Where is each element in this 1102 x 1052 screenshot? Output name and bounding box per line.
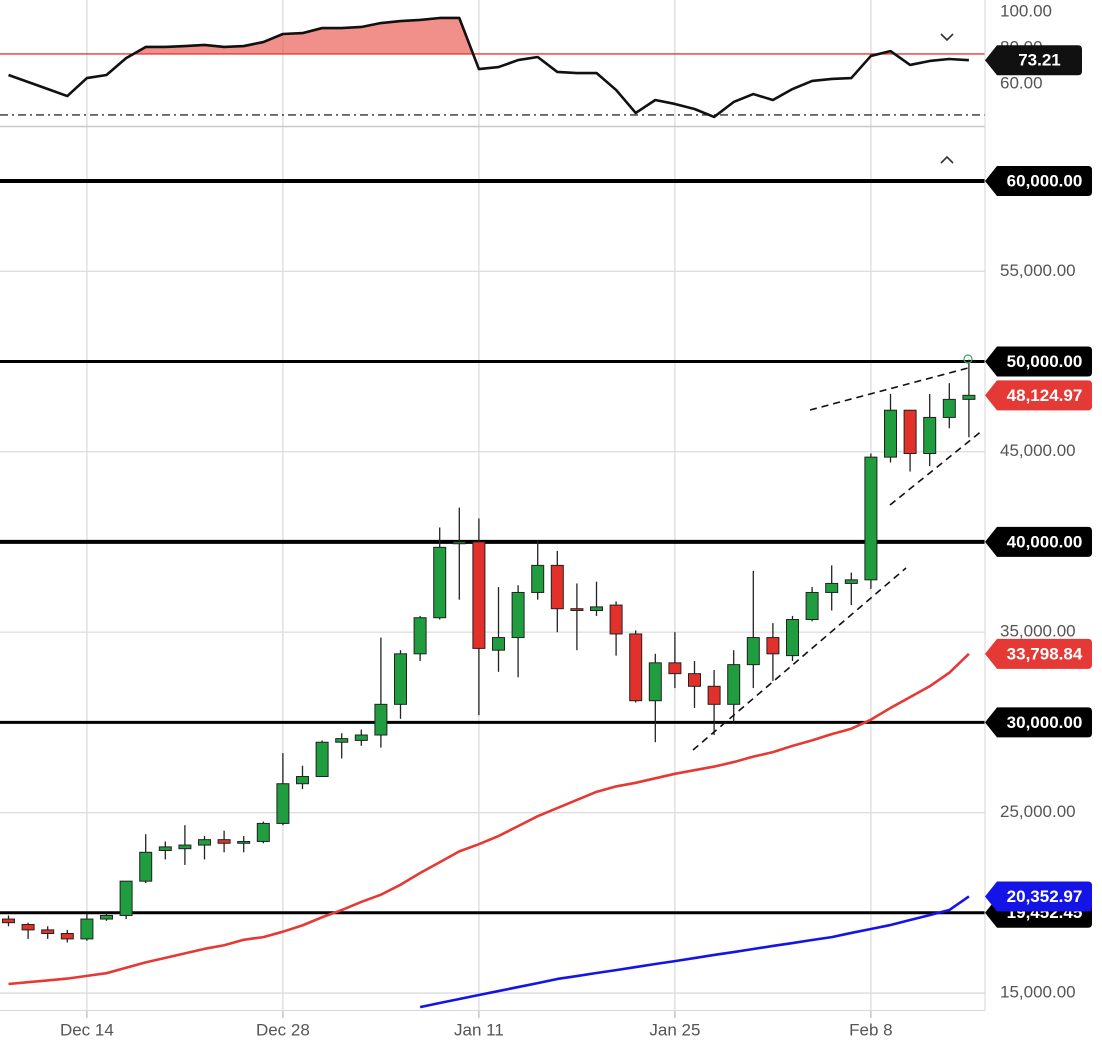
candle-body [256, 822, 270, 842]
candle-body [903, 409, 917, 455]
candle-body [374, 703, 388, 736]
candle-body [413, 617, 427, 655]
candle-body [707, 685, 721, 705]
candle-body [492, 637, 505, 651]
candle-body [805, 591, 819, 621]
alert-marker [963, 354, 973, 364]
trend-line [809, 367, 969, 411]
candle-body [550, 564, 564, 610]
candle-body [276, 783, 290, 824]
level-tag-box [985, 346, 1092, 377]
y-tick-label: 15,000.00 [1000, 983, 1076, 1002]
line-series [8, 16, 969, 119]
candle-body [21, 923, 35, 931]
level-tag-label: 40,000.00 [1007, 532, 1083, 551]
candle-body [511, 591, 525, 639]
x-tick-label: Dec 14 [60, 1020, 114, 1039]
price-tag-label: 48,124.97 [1007, 386, 1083, 405]
level-tag-label: 50,000.00 [1007, 352, 1083, 371]
y-tick-label: 60.00 [1000, 73, 1043, 92]
candle-body [41, 929, 55, 934]
y-tick-label: 25,000.00 [1000, 802, 1076, 821]
candle-body [472, 541, 486, 649]
candle-body [178, 844, 192, 850]
level-tag-label: 30,000.00 [1007, 713, 1083, 732]
price-tag-box [985, 881, 1092, 912]
candle-body [217, 839, 231, 844]
x-tick-label: Dec 28 [256, 1020, 310, 1039]
trend-line [889, 429, 984, 506]
candle-body [923, 416, 937, 455]
candle-body [864, 456, 878, 581]
expand-button[interactable] [940, 155, 954, 164]
level-tag-label: 60,000.00 [1007, 172, 1083, 191]
candle-body [60, 932, 74, 940]
candle-body [786, 619, 799, 657]
y-tick-label: 100.00 [1000, 2, 1052, 21]
candle-body [80, 918, 94, 940]
candle-body [198, 839, 211, 846]
line-series [8, 652, 970, 986]
price-tag-box [985, 638, 1092, 669]
candle-body [119, 880, 133, 916]
candle-body [668, 662, 682, 675]
y-tick-label: 35,000.00 [1000, 622, 1076, 641]
tag-layer: 73.21 60,000.00 50,000.00 40,000.00 30,000.0… [985, 45, 1092, 928]
candle-body [158, 846, 172, 851]
candle-body [590, 606, 603, 612]
candle-body [962, 394, 976, 400]
candle-body [727, 664, 741, 705]
candle-body [139, 851, 153, 882]
candle-body [237, 840, 251, 844]
candle-body [296, 776, 309, 785]
x-tick-label: Feb 8 [849, 1020, 892, 1039]
level-tag-box [985, 526, 1092, 557]
y-tick-label: 45,000.00 [1000, 441, 1076, 460]
plot-layer [0, 16, 985, 1009]
candle-body [354, 734, 368, 741]
indicator-tag-label: 73.21 [1018, 51, 1061, 70]
line-series [419, 895, 970, 1009]
candle-body [688, 673, 701, 687]
level-tag-box [985, 166, 1092, 197]
candle-body [335, 738, 349, 743]
candle-body [825, 582, 839, 593]
level-tag-box [985, 707, 1092, 738]
candle-body [629, 633, 643, 702]
x-tick-label: Jan 11 [454, 1020, 504, 1039]
price-tag-label: 20,352.97 [1007, 887, 1083, 906]
candle-body [433, 546, 447, 619]
candle-body [570, 608, 584, 612]
candle-body [648, 662, 662, 702]
candle-body [100, 914, 113, 920]
candle-body [884, 409, 897, 458]
price-tag-box [985, 380, 1092, 411]
candle-body [2, 918, 15, 924]
candle-body [531, 564, 545, 593]
price-tag-label: 33,798.84 [1007, 644, 1083, 663]
candle-body [844, 579, 858, 584]
trend-line [692, 567, 907, 751]
indicator-tag-box [985, 45, 1082, 76]
annotation-layer [0, 0, 986, 1011]
candle-body [452, 541, 466, 545]
candle-body [746, 637, 760, 666]
x-tick-label: Jan 25 [649, 1020, 700, 1039]
collapse-button[interactable] [940, 33, 954, 42]
candle-body [315, 741, 329, 778]
y-tick-label: 55,000.00 [1000, 261, 1076, 280]
candle-body [609, 604, 623, 635]
candle-body [766, 637, 780, 655]
candle-body [394, 653, 407, 705]
candle-body [942, 398, 956, 418]
